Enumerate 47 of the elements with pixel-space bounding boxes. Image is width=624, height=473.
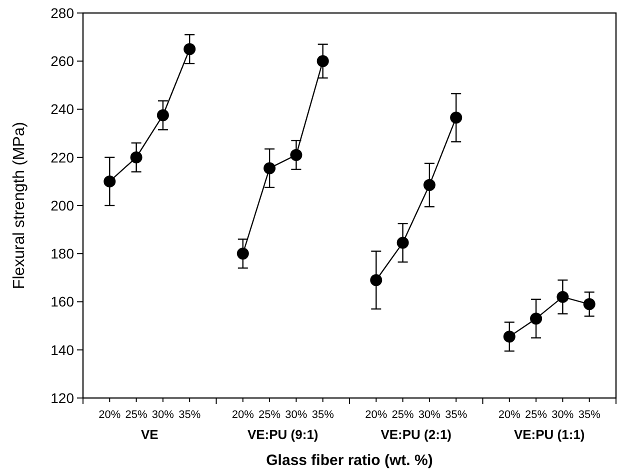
- y-tick-label: 280: [50, 4, 74, 21]
- x-tick-label: 30%: [418, 409, 441, 421]
- x-tick-label: 30%: [152, 409, 174, 421]
- text: VE:PU (1:1): [514, 427, 585, 442]
- point: [316, 55, 329, 68]
- point: [104, 175, 116, 188]
- x-tick-label: 20%: [232, 409, 254, 421]
- point: [396, 236, 409, 249]
- point: [156, 109, 169, 122]
- point: [530, 312, 542, 325]
- y-tick-label: 140: [50, 342, 74, 358]
- x-tick-label: 35%: [178, 409, 201, 421]
- x-tick-label: 25%: [125, 409, 148, 421]
- x-axis-title: Glass fiber ratio (wt. %): [266, 452, 433, 469]
- text: VE: [140, 427, 159, 442]
- x-tick-label: 25%: [392, 409, 414, 421]
- point: [184, 43, 196, 56]
- y-tick-label: 120: [50, 390, 74, 406]
- text: VE:PU (2:1): [380, 427, 452, 442]
- point: [264, 162, 276, 174]
- x-tick-label: 35%: [445, 409, 468, 421]
- y-axis-title: Flexural strength (MPa): [11, 122, 28, 290]
- x-tick-label: 20%: [365, 409, 388, 421]
- point: [556, 290, 569, 303]
- point: [370, 274, 382, 286]
- y-tick-label: 220: [50, 149, 74, 166]
- x-tick-label: 35%: [312, 409, 334, 421]
- x-tick-label: 35%: [578, 409, 601, 421]
- point: [423, 179, 436, 192]
- y-tick-label: 260: [50, 53, 74, 70]
- point: [583, 298, 596, 310]
- text: VE:PU (9:1): [247, 427, 318, 442]
- point: [236, 248, 249, 260]
- x-tick-label: 30%: [285, 409, 308, 421]
- point: [503, 330, 516, 343]
- x-tick-label: 25%: [525, 409, 548, 421]
- point: [130, 151, 142, 164]
- point: [450, 112, 462, 124]
- y-tick-label: 200: [50, 197, 74, 214]
- x-tick-label: 20%: [498, 409, 521, 421]
- x-tick-label: 30%: [552, 409, 574, 421]
- x-tick-label: 20%: [98, 409, 121, 421]
- x-tick-label: 25%: [258, 409, 281, 421]
- y-tick-label: 160: [50, 294, 74, 310]
- y-tick-label: 240: [50, 101, 74, 118]
- point: [290, 148, 302, 161]
- y-tick-label: 180: [50, 246, 74, 262]
